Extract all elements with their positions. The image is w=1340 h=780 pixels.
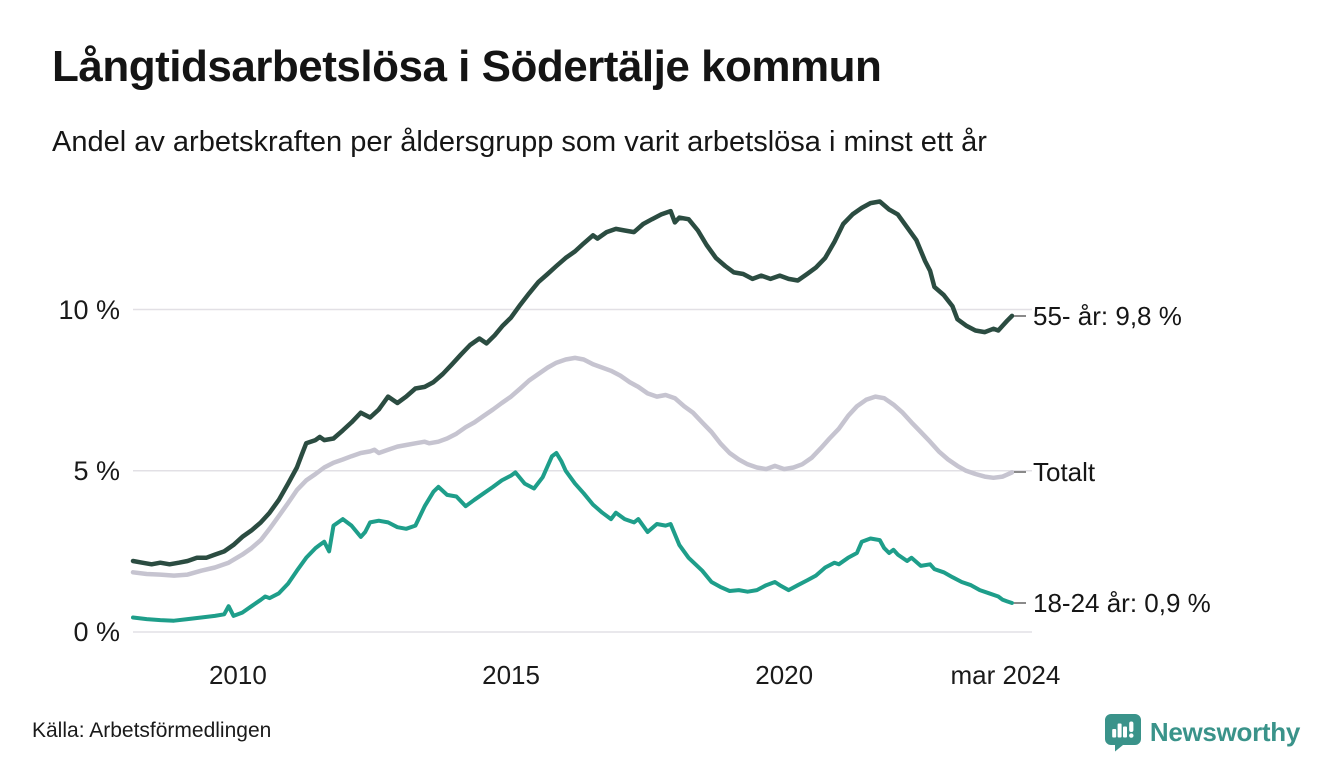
series-tick-dash <box>1014 471 1026 474</box>
newsworthy-wordmark: Newsworthy <box>1149 716 1300 747</box>
series-label-text: Totalt <box>1033 457 1096 488</box>
page-title: Långtidsarbetslösa i Södertälje kommun <box>52 42 882 91</box>
series-label-totalt: Totalt <box>1014 455 1095 489</box>
series-label-text: 55- år: 9,8 % <box>1033 300 1182 331</box>
newsworthy-logo: Newsworthy <box>1104 712 1300 752</box>
series-tick-dash <box>1014 314 1026 317</box>
y-axis-tick-10: 10 % <box>58 294 120 325</box>
x-axis-tick-mar-2024: mar 2024 <box>950 660 1061 690</box>
series-label-55-ar: 55- år: 9,8 % <box>1014 299 1182 333</box>
series-label-text: 18-24 år: 0,9 % <box>1033 587 1211 618</box>
x-axis-tick-2020: 2020 <box>755 660 814 690</box>
page-subtitle: Andel av arbetskraften per åldersgrupp s… <box>52 126 987 158</box>
gridlines <box>133 308 1032 633</box>
line-18-24-ar <box>131 451 1014 623</box>
newsworthy-icon <box>1104 714 1141 752</box>
x-axis-tick-2010: 2010 <box>208 660 267 690</box>
series-tick-dash <box>1014 601 1026 604</box>
line-totalt <box>130 355 1015 578</box>
series-label-18-24-ar: 18-24 år: 0,9 % <box>1014 586 1211 620</box>
y-axis-tick-0: 0 % <box>73 617 120 647</box>
line-55-ar <box>130 199 1015 567</box>
y-axis-tick-5: 5 % <box>73 455 120 486</box>
x-axis-tick-2015: 2015 <box>482 660 540 690</box>
source-note: Källa: Arbetsförmedlingen <box>32 719 272 742</box>
